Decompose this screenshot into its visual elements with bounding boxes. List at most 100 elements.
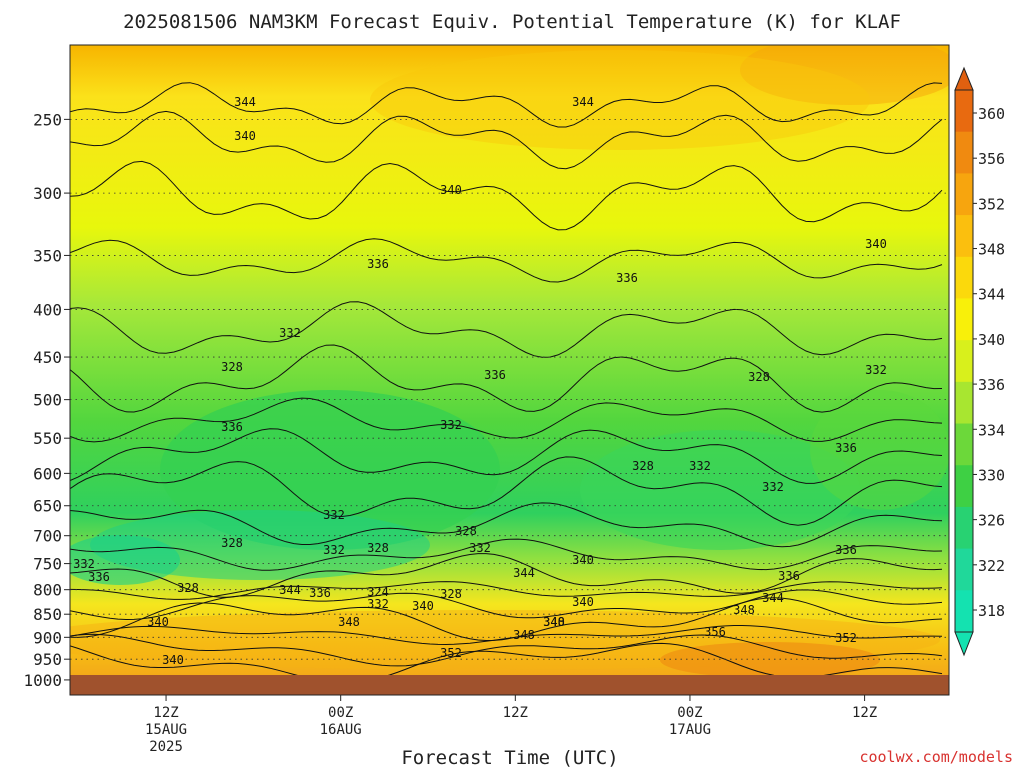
- contour-label: 344: [572, 95, 594, 109]
- contour-line: [70, 397, 943, 443]
- contour-label: 328: [748, 370, 770, 384]
- contour-label: 336: [835, 441, 857, 455]
- contour-label: 356: [704, 625, 726, 639]
- contour-label: 336: [778, 569, 800, 583]
- colorbar-tick-label: 344: [978, 286, 1005, 304]
- y-tick-label: 650: [33, 497, 62, 516]
- y-tick-label: 400: [33, 300, 62, 319]
- contour-label: 344: [234, 95, 256, 109]
- contour-label: 340: [572, 553, 594, 567]
- field-feature: [660, 642, 880, 678]
- colorbar-segment: [955, 423, 973, 466]
- colorbar-segment: [955, 131, 973, 174]
- y-tick-label: 900: [33, 628, 62, 647]
- y-tick-label: 950: [33, 650, 62, 669]
- y-tick-label: 450: [33, 348, 62, 367]
- contour-label: 344: [762, 591, 784, 605]
- contour-line: [70, 110, 943, 170]
- colorbar: 360 356 352 348 344 340 336 334 330 326 322 318: [954, 66, 1005, 657]
- contour-label: 336: [835, 543, 857, 557]
- contour-label: 332: [762, 480, 784, 494]
- contour-label: 328: [440, 587, 462, 601]
- contour-label: 328: [221, 536, 243, 550]
- x-axis-label: Forecast Time (UTC): [401, 747, 618, 768]
- contour-label: 344: [513, 566, 535, 580]
- field-feature: [580, 430, 860, 550]
- colorbar-segment: [955, 590, 973, 633]
- contour-lines: [70, 82, 943, 684]
- contour-line: [70, 238, 943, 283]
- contour-label: 336: [367, 257, 389, 271]
- contour-line: [70, 344, 943, 413]
- x-tick-label: 00Z: [328, 705, 353, 721]
- credit-text: coolwx.com/models: [859, 748, 1013, 766]
- field-background: [70, 45, 949, 695]
- colorbar-segment: [955, 90, 973, 133]
- contour-label: 344: [279, 583, 301, 597]
- colorbar-top-arrow: [954, 66, 974, 91]
- contour-line: [70, 538, 943, 571]
- y-tick-label: 350: [33, 246, 62, 265]
- y-tick-label: 600: [33, 464, 62, 483]
- colorbar-segment: [955, 256, 973, 299]
- colorbar-tick-label: 322: [978, 557, 1005, 575]
- x-tick-label: 15AUG: [145, 722, 187, 738]
- contour-label: 340: [412, 599, 434, 613]
- contour-label: 336: [484, 368, 506, 382]
- contour-line: [70, 428, 943, 484]
- contour-label: 336: [221, 420, 243, 434]
- x-tick-label: 12Z: [503, 705, 528, 721]
- contour-label: 340: [543, 615, 565, 629]
- colorbar-segment: [955, 215, 973, 258]
- contour-label: 328: [221, 360, 243, 374]
- y-tick-label: 500: [33, 391, 62, 410]
- contour-label: 328: [632, 459, 654, 473]
- contour-label: 340: [572, 595, 594, 609]
- contour-line: [70, 553, 943, 598]
- colorbar-tick-label: 318: [978, 602, 1005, 620]
- contour-label: 352: [440, 646, 462, 660]
- contour-line: [70, 589, 943, 621]
- colorbar-tick-label: 334: [978, 421, 1005, 439]
- contour-label: 340: [162, 653, 184, 667]
- colorbar-segment: [955, 548, 973, 591]
- y-axis: 250 300 350 400 450 500 550 600 650 700 750 800 850 9…: [23, 110, 70, 690]
- colorbar-tick-label: 330: [978, 466, 1005, 484]
- field-feature: [740, 45, 949, 105]
- colorbar-segment: [955, 465, 973, 508]
- contour-label: 336: [616, 271, 638, 285]
- contour-label: 340: [440, 183, 462, 197]
- contour-label: 348: [513, 628, 535, 642]
- contour-line: [70, 301, 943, 358]
- contour-label: 348: [733, 603, 755, 617]
- contour-label: 348: [543, 615, 565, 629]
- contour-label: 336: [88, 570, 110, 584]
- y-tick-label: 250: [33, 110, 62, 129]
- field-feature: [810, 390, 949, 510]
- contour-label: 352: [835, 631, 857, 645]
- contour-label: 336: [309, 586, 331, 600]
- x-tick-label: 17AUG: [669, 722, 711, 738]
- contour-label: 332: [469, 541, 491, 555]
- colorbar-tick-label: 340: [978, 331, 1005, 349]
- colorbar-segment: [955, 173, 973, 216]
- y-tick-label: 300: [33, 184, 62, 203]
- colorbar-tick-label: 352: [978, 195, 1005, 213]
- colorbar-segment: [955, 381, 973, 425]
- contour-label: 332: [279, 326, 301, 340]
- contour-label: 340: [865, 237, 887, 251]
- contour-line: [70, 581, 943, 600]
- y-tick-label: 750: [33, 555, 62, 574]
- contour-label: 328: [455, 524, 477, 538]
- x-tick-label: 12Z: [153, 705, 178, 721]
- contour-label: 340: [234, 129, 256, 143]
- contour-label: 332: [73, 557, 95, 571]
- contour-label: 328: [177, 581, 199, 595]
- x-tick-label: 00Z: [677, 705, 702, 721]
- chart-title: 2025081506 NAM3KM Forecast Equiv. Potent…: [123, 11, 901, 33]
- contour-line: [70, 633, 943, 667]
- x-tick-label: 16AUG: [320, 722, 362, 738]
